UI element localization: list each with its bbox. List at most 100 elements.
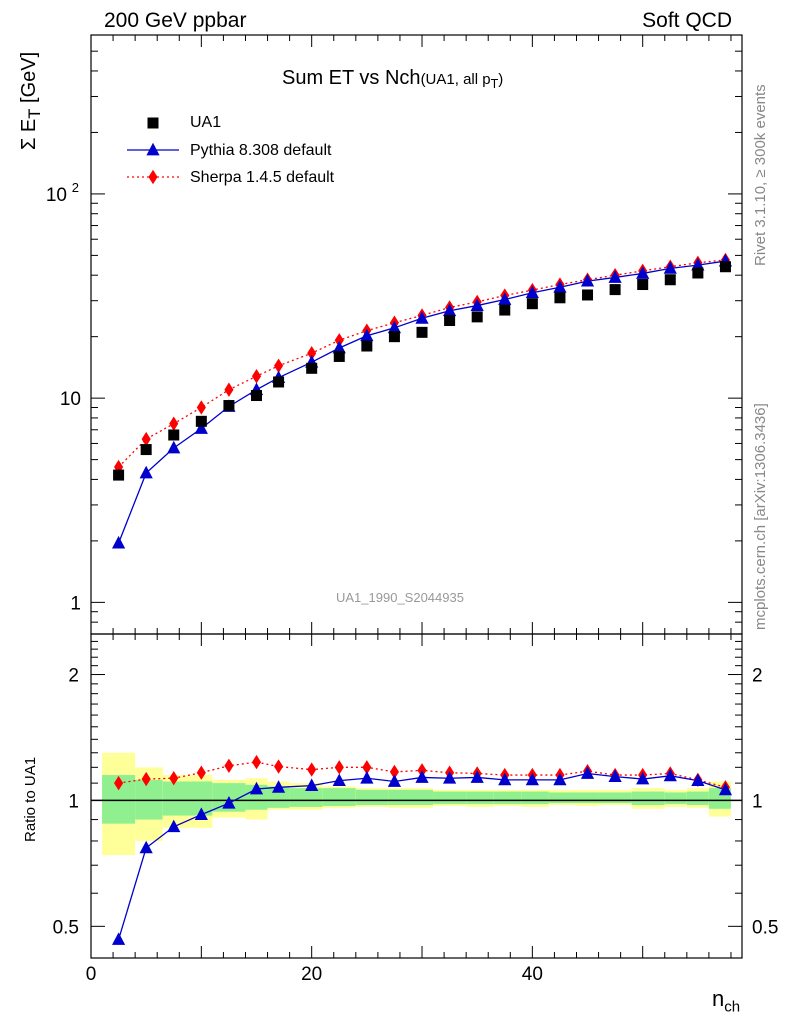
- sherpa-point: [274, 358, 284, 373]
- stat-band-bin: [598, 792, 632, 804]
- pythia-ratio-point: [222, 795, 236, 809]
- ua1-point: [168, 429, 180, 441]
- sherpa-ratio-point: [169, 771, 179, 786]
- stat-band-bin: [289, 788, 323, 807]
- pythia-point: [498, 292, 512, 305]
- pythia-point: [580, 273, 595, 287]
- legend-ua1-marker: [147, 117, 159, 129]
- pythia-ratio-point: [111, 932, 126, 945]
- pythia-ratio-point: [139, 840, 153, 854]
- pythia-point: [663, 261, 677, 274]
- ratio-y-tick-label: 0.5: [53, 917, 79, 938]
- ratio-y-tick-label-right: 1: [752, 791, 763, 812]
- pythia-ratio-point: [387, 774, 402, 787]
- sherpa-point: [334, 333, 344, 348]
- stat-band-bin: [433, 791, 467, 805]
- ua1-point: [719, 261, 731, 273]
- x-axis-label-n: n: [712, 986, 725, 1011]
- pythia-ratio-point: [271, 780, 286, 793]
- x-tick-label: 0: [86, 964, 97, 985]
- sherpa-point: [251, 369, 262, 384]
- pythia-ratio-point: [553, 772, 567, 786]
- ua1-point: [471, 311, 483, 323]
- ua1-point: [195, 415, 207, 427]
- y-tick-label: 1: [70, 593, 81, 614]
- sherpa-point: [307, 345, 317, 361]
- pythia-ratio-point: [525, 772, 539, 786]
- stat-band-bin: [466, 791, 494, 805]
- pythia-point: [415, 311, 429, 324]
- stat-band-bin: [664, 792, 687, 805]
- stat-band-bin: [631, 791, 665, 806]
- x-tick-label: 40: [522, 964, 543, 985]
- pythia-ratio-point: [636, 771, 650, 785]
- sherpa-point: [141, 431, 151, 447]
- pythia-point: [553, 280, 567, 293]
- sherpa-point: [169, 416, 179, 431]
- x-axis-label: nch: [712, 986, 740, 1015]
- ua1-point: [637, 279, 649, 291]
- stat-band-bin: [576, 792, 599, 804]
- pythia-ratio-point: [415, 770, 429, 783]
- plot-title-sub-index: T: [490, 77, 499, 91]
- pythia-ratio-point: [718, 782, 733, 796]
- plot-title-sub-text: (UA1, all p: [420, 71, 491, 88]
- stat-band-bin: [686, 791, 709, 806]
- ua1-point: [273, 376, 285, 388]
- pythia-point: [525, 285, 539, 299]
- pythia-point: [111, 535, 126, 549]
- sherpa-ratio-point: [224, 758, 234, 774]
- ua1-point: [554, 292, 566, 304]
- ua1-point: [306, 362, 318, 374]
- sherpa-ratio-point: [362, 760, 372, 775]
- pythia-ratio-point: [249, 781, 264, 795]
- pythia-ratio-point: [498, 772, 512, 786]
- ua1-point: [692, 267, 704, 279]
- ua1-point: [333, 350, 345, 362]
- pythia-ratio-point: [360, 771, 374, 784]
- sherpa-ratio-point: [334, 760, 344, 775]
- pythia-ratio-point: [470, 770, 484, 783]
- pythia-point: [691, 257, 705, 271]
- y-tick-label: 10: [46, 185, 67, 206]
- ua1-point: [223, 400, 235, 412]
- ua1-point: [251, 390, 263, 402]
- stat-band-bin: [548, 792, 577, 804]
- sherpa-ratio-point: [114, 775, 124, 791]
- ua1-point: [444, 314, 456, 326]
- ua1-point: [499, 304, 511, 316]
- plot-title-main: Sum ET vs Nch: [282, 67, 421, 89]
- pythia-point: [608, 270, 622, 283]
- ratio-y-tick-label: 1: [68, 791, 79, 812]
- ua1-point: [388, 331, 400, 343]
- pythia-ratio-point: [332, 773, 346, 787]
- pythia-ratio-point: [663, 768, 677, 782]
- plot-title-sub: (UA1, all pT): [420, 71, 504, 91]
- ratio-y-tick-label-right: 0.5: [752, 917, 778, 938]
- stat-band-bin: [245, 784, 268, 810]
- ua1-point: [582, 289, 594, 301]
- pythia-point: [332, 340, 346, 354]
- ratio-y-tick-label: 2: [68, 666, 79, 687]
- sherpa-ratio-point: [141, 771, 151, 787]
- pythia-ratio-point: [608, 769, 622, 783]
- pythia-point: [387, 320, 402, 334]
- sherpa-ratio-point: [389, 764, 399, 780]
- pythia-point: [636, 266, 650, 279]
- sherpa-ratio-point: [251, 754, 262, 770]
- header-left: 200 GeV ppbar: [104, 9, 247, 32]
- sherpa-ratio-point: [196, 765, 206, 780]
- main-plot-frame: [90, 34, 743, 635]
- ua1-point: [113, 469, 125, 481]
- analysis-watermark: UA1_1990_S2044935: [336, 590, 464, 605]
- y-tick-label-exponent: 2: [72, 180, 79, 195]
- pythia-ratio-point: [167, 819, 181, 833]
- ua1-point: [361, 340, 373, 352]
- header-right: Soft QCD: [642, 9, 732, 32]
- legend-ua1: UA1: [190, 114, 222, 131]
- plot-title-sub-close: ): [498, 71, 504, 88]
- pythia-ratio-point: [305, 778, 319, 792]
- pythia-ratio-point: [691, 773, 705, 787]
- legend-sherpa-marker: [148, 169, 158, 185]
